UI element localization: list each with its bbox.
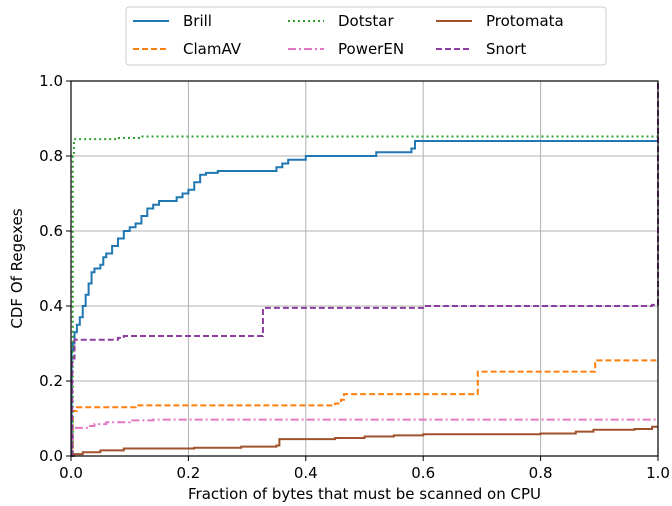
y-axis-label: CDF Of Regexes [8, 208, 26, 328]
series-line-clamav [71, 359, 658, 457]
legend-label-protomata: Protomata [486, 12, 564, 30]
x-tick-label: 0.0 [59, 464, 83, 482]
y-tick-label: 1.0 [39, 72, 63, 90]
y-tick-label: 0.8 [39, 147, 63, 165]
legend-label-brill: Brill [183, 12, 212, 30]
legend-label-dotstar: Dotstar [338, 12, 394, 30]
x-tick-label: 0.2 [176, 464, 200, 482]
legend-label-snort: Snort [486, 40, 526, 58]
series-line-brill [70, 139, 659, 457]
series-line-dotstar [71, 135, 658, 457]
y-tick-label: 0.0 [39, 447, 63, 465]
series-group [70, 81, 659, 457]
series-line-poweren [71, 418, 658, 457]
series-line-protomata [71, 425, 658, 457]
plot-frame [70, 80, 659, 457]
x-tick-label: 0.8 [529, 464, 553, 482]
x-axis-label: Fraction of bytes that must be scanned o… [188, 485, 541, 503]
y-tick-label: 0.6 [39, 222, 63, 240]
series-line-snort [71, 81, 659, 457]
legend-box [125, 6, 607, 66]
legend: Brill Dotstar Protomata ClamAV PowerEN Snort [125, 6, 607, 66]
x-tick-label: 0.4 [294, 464, 318, 482]
ticks: 0.0 0.2 0.4 0.6 0.8 1.0 0.0 0.2 0.4 0.6 0.8 1.0 [39, 72, 670, 482]
x-tick-label: 0.6 [411, 464, 435, 482]
y-tick-label: 0.4 [39, 297, 63, 315]
x-tick-label: 1.0 [646, 464, 670, 482]
y-tick-label: 0.2 [39, 372, 63, 390]
grid [70, 80, 659, 457]
legend-label-poweren: PowerEN [338, 40, 404, 58]
legend-label-clamav: ClamAV [183, 40, 242, 58]
